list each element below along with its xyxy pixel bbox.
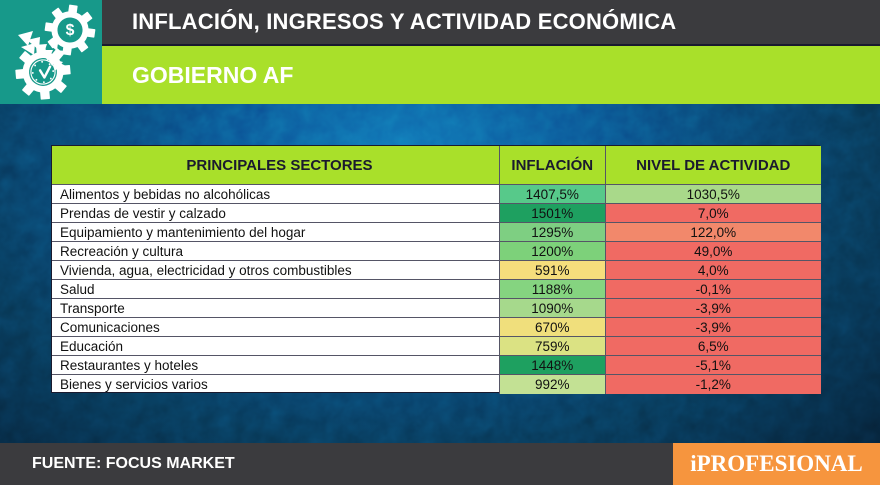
svg-text:$: $ [66, 22, 75, 39]
